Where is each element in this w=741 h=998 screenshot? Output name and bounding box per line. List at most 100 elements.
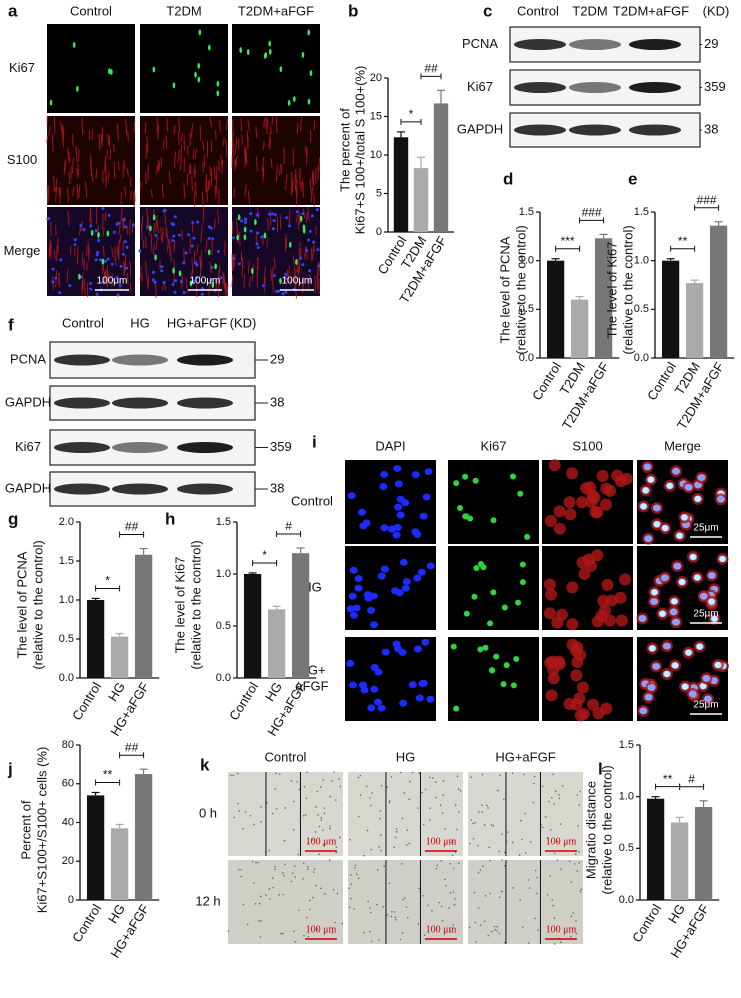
ki67-spot: [682, 683, 689, 690]
cell-speck: [283, 874, 285, 877]
nucleus: [387, 525, 396, 533]
panel-letter: f: [8, 315, 14, 334]
nucleus: [411, 471, 420, 479]
nucleus: [360, 686, 369, 694]
cell-speck: [440, 905, 443, 908]
ki67-spot: [696, 643, 703, 650]
cell-speck: [504, 941, 506, 944]
cell-speck: [350, 883, 352, 885]
blot-row-label: PCNA: [10, 351, 46, 366]
cell-speck: [259, 895, 262, 898]
fiber: [77, 163, 80, 176]
nucleus: [154, 233, 158, 237]
y-tick-label: 80: [62, 739, 74, 751]
ki67-spot: [487, 620, 494, 627]
fiber: [269, 125, 272, 135]
ki67-spot: [194, 71, 197, 78]
fiber: [64, 162, 66, 172]
significance-label: ##: [125, 520, 139, 534]
fiber: [294, 173, 297, 191]
fiber: [81, 279, 84, 295]
cell-speck: [251, 860, 254, 863]
ki67-spot: [207, 249, 211, 256]
fiber: [275, 164, 278, 182]
nucleus: [702, 674, 711, 682]
cell-speck: [559, 823, 562, 825]
nucleus: [73, 243, 77, 247]
cell-body: [545, 588, 558, 601]
cell-speck: [307, 865, 309, 868]
cell-speck: [242, 903, 245, 906]
blot-band: [112, 397, 168, 409]
scale-bar-label: 100μm: [190, 276, 221, 287]
cell-speck: [439, 804, 442, 806]
x-tick-label: Control: [226, 679, 261, 723]
fiber: [68, 171, 71, 185]
nucleus: [688, 690, 697, 698]
cell-speck: [527, 879, 530, 881]
cell-speck: [253, 882, 255, 884]
fiber: [125, 118, 128, 136]
x-tick-label: Control: [69, 679, 104, 723]
fiber: [209, 166, 212, 176]
x-tick-label: Control: [69, 901, 104, 945]
cell-speck: [421, 791, 423, 794]
nucleus: [89, 224, 93, 228]
y-tick-label: 2.0: [59, 516, 74, 528]
cell-speck: [506, 831, 509, 833]
micrograph: [448, 546, 539, 630]
cell-speck: [441, 812, 444, 815]
fiber: [318, 157, 321, 171]
nucleus: [647, 684, 656, 692]
fiber: [202, 162, 205, 173]
blot-row-label: Ki67: [467, 79, 493, 94]
scale-bar-label: 100 μm: [306, 924, 337, 935]
nucleus: [118, 284, 122, 288]
ki67-spot: [694, 495, 701, 502]
cell-speck: [537, 929, 539, 931]
nucleus: [209, 278, 213, 282]
nucleus: [662, 642, 671, 650]
fiber: [98, 133, 101, 151]
fiber: [155, 234, 158, 251]
fiber: [211, 239, 213, 256]
column-header: T2DM: [166, 3, 201, 18]
cell-speck: [393, 846, 395, 849]
fiber: [106, 273, 110, 287]
nucleus: [643, 463, 652, 471]
nucleus: [284, 272, 288, 276]
fiber: [313, 120, 316, 131]
nucleus: [237, 262, 241, 266]
kd-label: 29: [704, 36, 718, 51]
fiber: [196, 244, 199, 256]
cell-speck: [336, 892, 339, 895]
scale-bar-label: 25μm: [693, 700, 718, 711]
error-bar: [417, 156, 425, 169]
cell-speck: [268, 898, 271, 901]
nucleus: [249, 229, 253, 233]
y-tick-label: 1.5: [634, 206, 649, 218]
fiber: [273, 257, 276, 270]
fiber: [81, 117, 84, 135]
fiber: [101, 213, 104, 229]
ki67-spot: [172, 267, 175, 274]
fiber: [296, 258, 299, 273]
nucleus: [301, 212, 305, 216]
cell-speck: [238, 810, 240, 812]
cell-speck: [315, 806, 318, 808]
cell-speck: [320, 887, 322, 890]
cell-speck: [554, 790, 557, 793]
micrograph: [345, 460, 436, 544]
cell-speck: [380, 784, 383, 787]
blot-row-label: GAPDH: [5, 480, 51, 495]
fiber: [225, 139, 228, 158]
cell-speck: [390, 915, 393, 918]
y-axis-label: Ki67+S100+/S100+ cells (%): [34, 747, 49, 914]
cell-speck: [395, 828, 398, 830]
cell-body: [543, 578, 556, 591]
cell-speck: [411, 771, 414, 774]
cell-speck: [579, 890, 582, 893]
cell-speck: [518, 854, 521, 856]
cell-speck: [349, 874, 352, 876]
fiber: [234, 138, 238, 155]
